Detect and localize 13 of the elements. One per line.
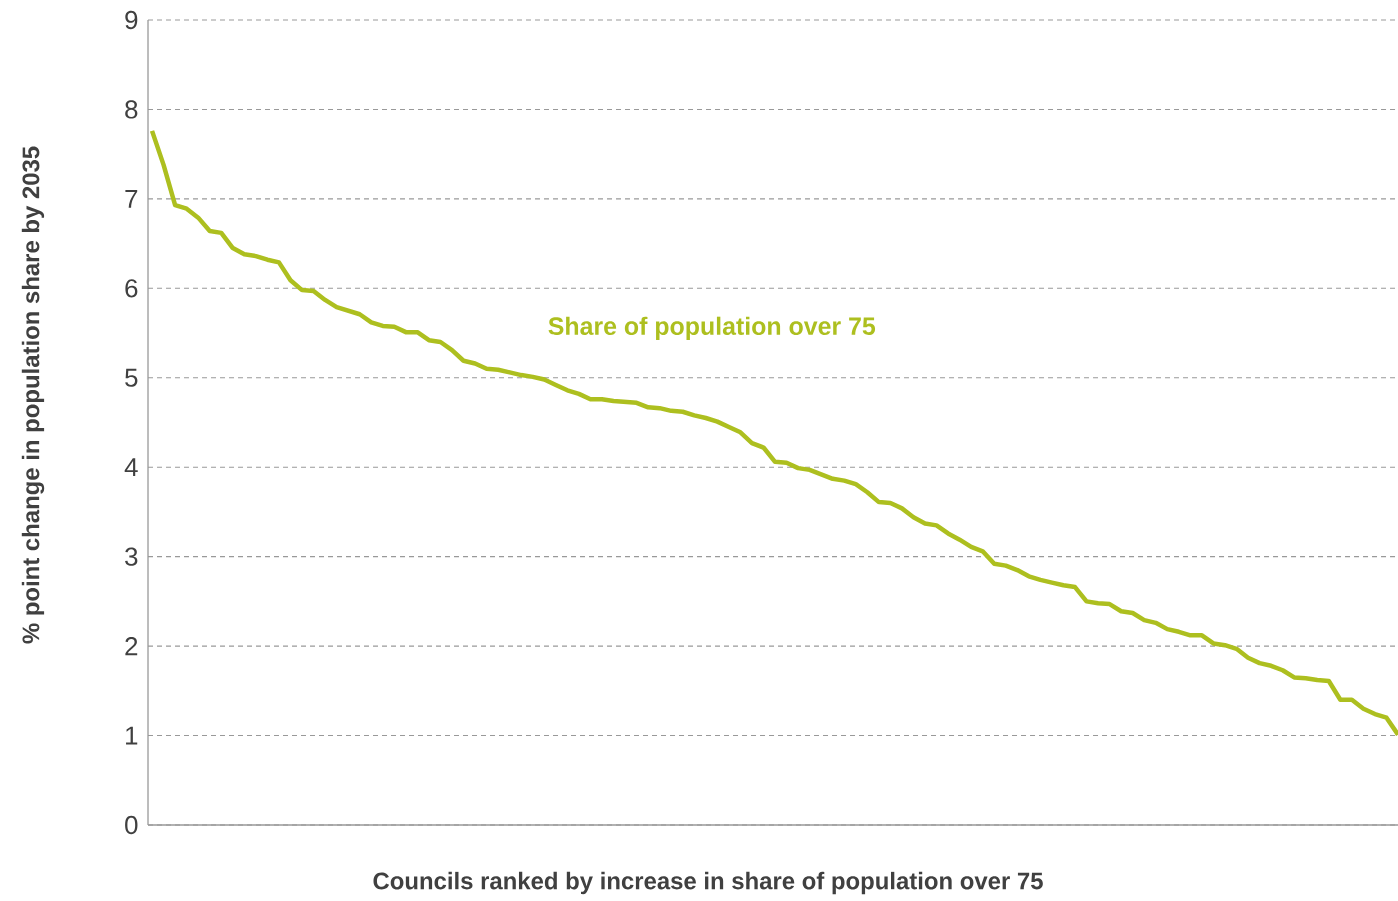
y-tick-label: 5: [125, 368, 138, 387]
y-axis-title: % point change in population share by 2035: [21, 146, 45, 644]
y-tick-label: 1: [126, 726, 138, 745]
y-tick-label: 6: [125, 279, 138, 298]
y-tick-label: 9: [125, 10, 138, 30]
y-tick-label: 8: [125, 100, 138, 119]
y-tick-label: 0: [125, 815, 138, 835]
y-tick-label: 3: [125, 547, 138, 566]
y-tick-label: 4: [124, 458, 138, 477]
y-tick-label: 2: [125, 637, 138, 656]
y-tick-label: 7: [125, 189, 138, 208]
x-axis-title: Councils ranked by increase in share of population over 75: [373, 871, 1043, 895]
series-label: Share of population over 75: [548, 316, 876, 340]
